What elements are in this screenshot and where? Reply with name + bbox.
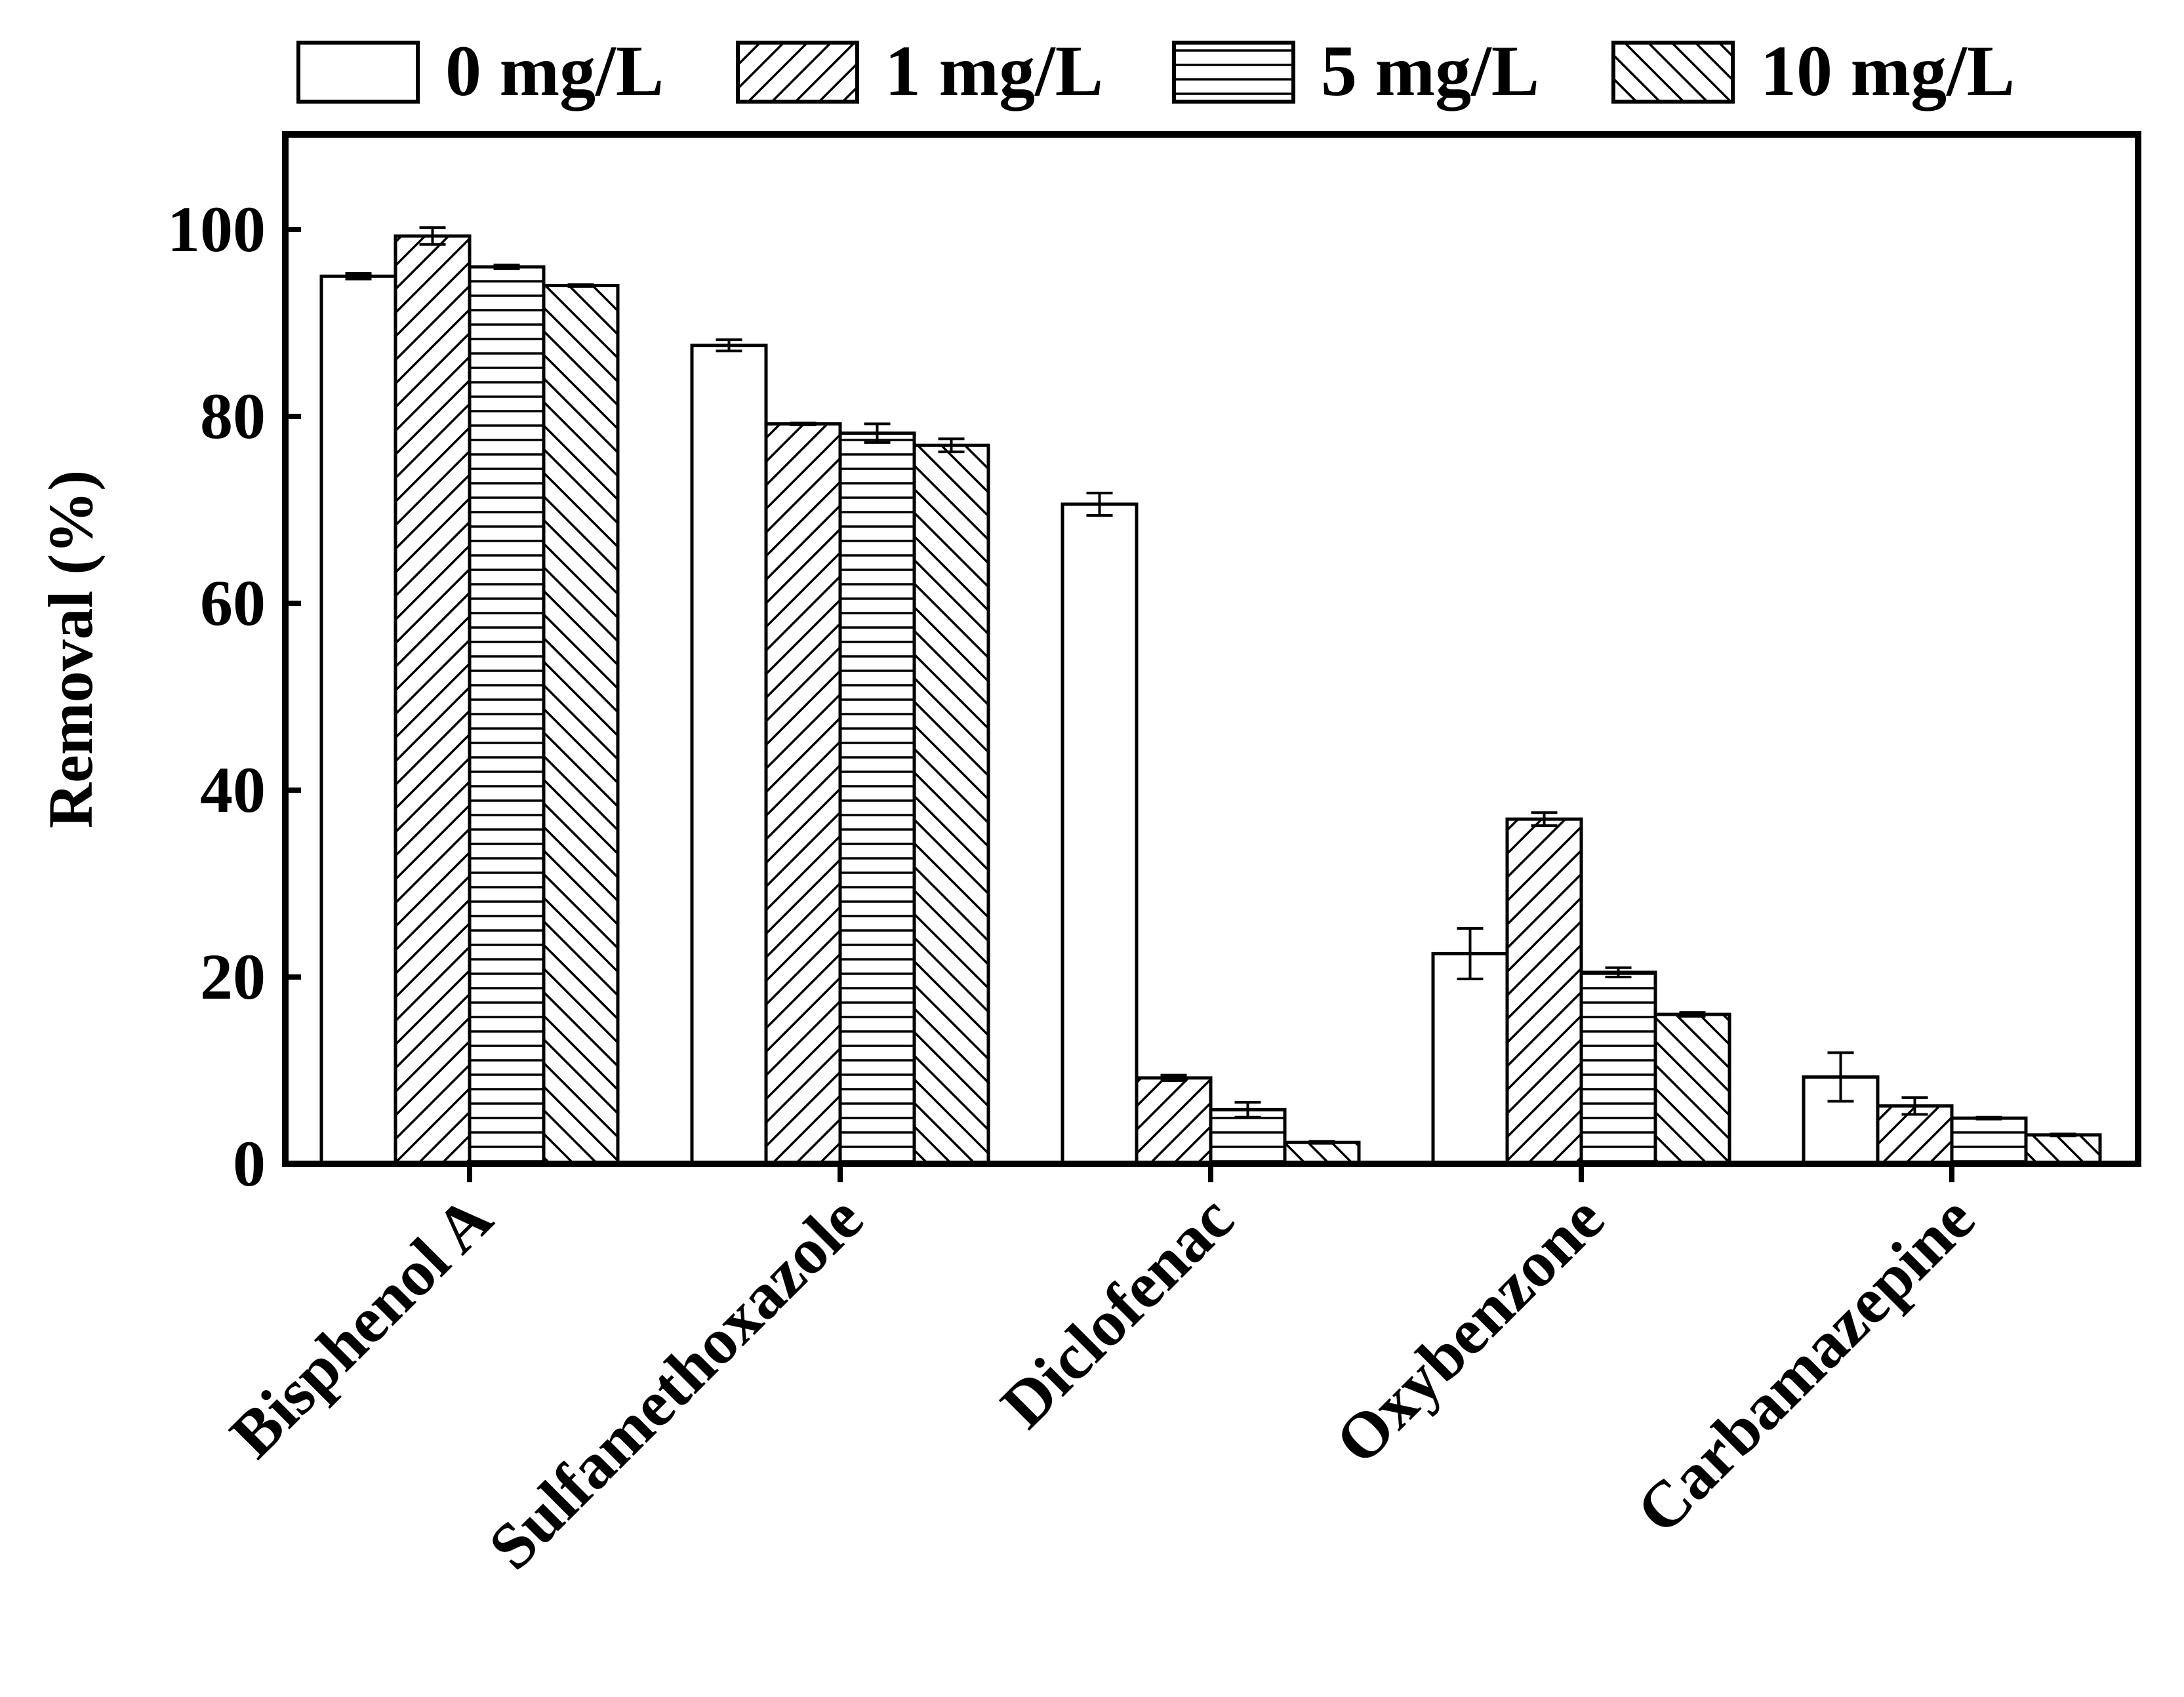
bar-2-1 bbox=[1135, 1076, 1213, 1166]
legend-swatch bbox=[1172, 41, 1295, 104]
bar-4-3 bbox=[2024, 1133, 2102, 1166]
y-tick-label-60: 60 bbox=[200, 567, 266, 639]
error-bar-4-0 bbox=[1827, 1051, 1854, 1103]
error-bar-1-0 bbox=[716, 338, 742, 353]
y-tick-label-40: 40 bbox=[200, 753, 266, 826]
error-bar-4-3 bbox=[2050, 1132, 2076, 1138]
legend-label: 1 mg/L bbox=[885, 31, 1103, 111]
error-bar-1-1 bbox=[790, 421, 817, 426]
legend-item-3: 10 mg/L bbox=[1611, 31, 2015, 111]
bar-2-0 bbox=[1061, 502, 1139, 1166]
bar-1-1 bbox=[764, 422, 842, 1166]
y-axis-label: Removal (%) bbox=[35, 470, 106, 829]
error-bar-3-0 bbox=[1457, 927, 1484, 980]
error-bar-0-1 bbox=[419, 226, 446, 246]
error-bars bbox=[345, 226, 2076, 1145]
legend-item-1: 1 mg/L bbox=[736, 31, 1103, 111]
legend-label: 0 mg/L bbox=[445, 31, 664, 111]
error-bar-3-2 bbox=[1605, 966, 1632, 978]
y-tick-label-100: 100 bbox=[167, 193, 266, 266]
error-bar-3-3 bbox=[1679, 1011, 1706, 1018]
legend-swatch bbox=[296, 41, 420, 104]
y-tick-label-0: 0 bbox=[233, 1127, 266, 1200]
error-bar-1-3 bbox=[938, 437, 965, 454]
y-tick-label-80: 80 bbox=[200, 380, 266, 452]
bar-4-2 bbox=[1950, 1116, 2028, 1166]
bar-0-3 bbox=[542, 284, 620, 1166]
bar-3-0 bbox=[1431, 951, 1509, 1166]
error-bar-0-0 bbox=[345, 271, 372, 281]
error-bar-1-2 bbox=[864, 422, 891, 444]
error-bar-2-0 bbox=[1086, 491, 1113, 517]
error-bar-2-2 bbox=[1234, 1100, 1261, 1119]
x-tick-label-2: Diclofenac bbox=[987, 1182, 1247, 1442]
bar-1-3 bbox=[912, 443, 990, 1166]
bar-0-0 bbox=[319, 274, 397, 1166]
legend-swatch bbox=[736, 41, 859, 104]
x-tick-label-3: Oxybenzone bbox=[1322, 1182, 1618, 1478]
bar-3-3 bbox=[1653, 1012, 1731, 1166]
error-bar-4-1 bbox=[1901, 1096, 1928, 1116]
legend-item-2: 5 mg/L bbox=[1172, 31, 1539, 111]
error-bar-2-1 bbox=[1160, 1073, 1187, 1083]
bar-3-2 bbox=[1579, 970, 1657, 1166]
x-tick-label-4: Carbamazepine bbox=[1623, 1182, 1989, 1547]
y-tick-label-20: 20 bbox=[200, 940, 266, 1013]
y-axis: 0 20 40 60 80 100 bbox=[167, 193, 301, 1200]
x-tick-label-1: Sulfamethoxazole bbox=[475, 1182, 877, 1584]
bar-0-2 bbox=[468, 265, 546, 1166]
error-bar-4-2 bbox=[1975, 1115, 2002, 1121]
legend-swatch bbox=[1611, 41, 1735, 104]
legend-label: 5 mg/L bbox=[1321, 31, 1539, 111]
bar-3-1 bbox=[1505, 817, 1583, 1166]
bar-1-0 bbox=[690, 344, 768, 1166]
error-bar-2-3 bbox=[1308, 1140, 1335, 1145]
bar-0-1 bbox=[394, 234, 472, 1166]
legend: 0 mg/L 1 mg/L 5 mg/L 10 mg/L bbox=[296, 31, 2015, 111]
legend-label: 10 mg/L bbox=[1760, 31, 2015, 111]
legend-item-0: 0 mg/L bbox=[296, 31, 664, 111]
x-tick-label-0: Bisphenol A bbox=[216, 1182, 506, 1471]
error-bar-0-2 bbox=[493, 264, 520, 270]
bars bbox=[319, 234, 2102, 1166]
bar-1-2 bbox=[838, 431, 916, 1166]
error-bar-3-1 bbox=[1531, 811, 1558, 828]
error-bar-0-3 bbox=[567, 283, 594, 288]
